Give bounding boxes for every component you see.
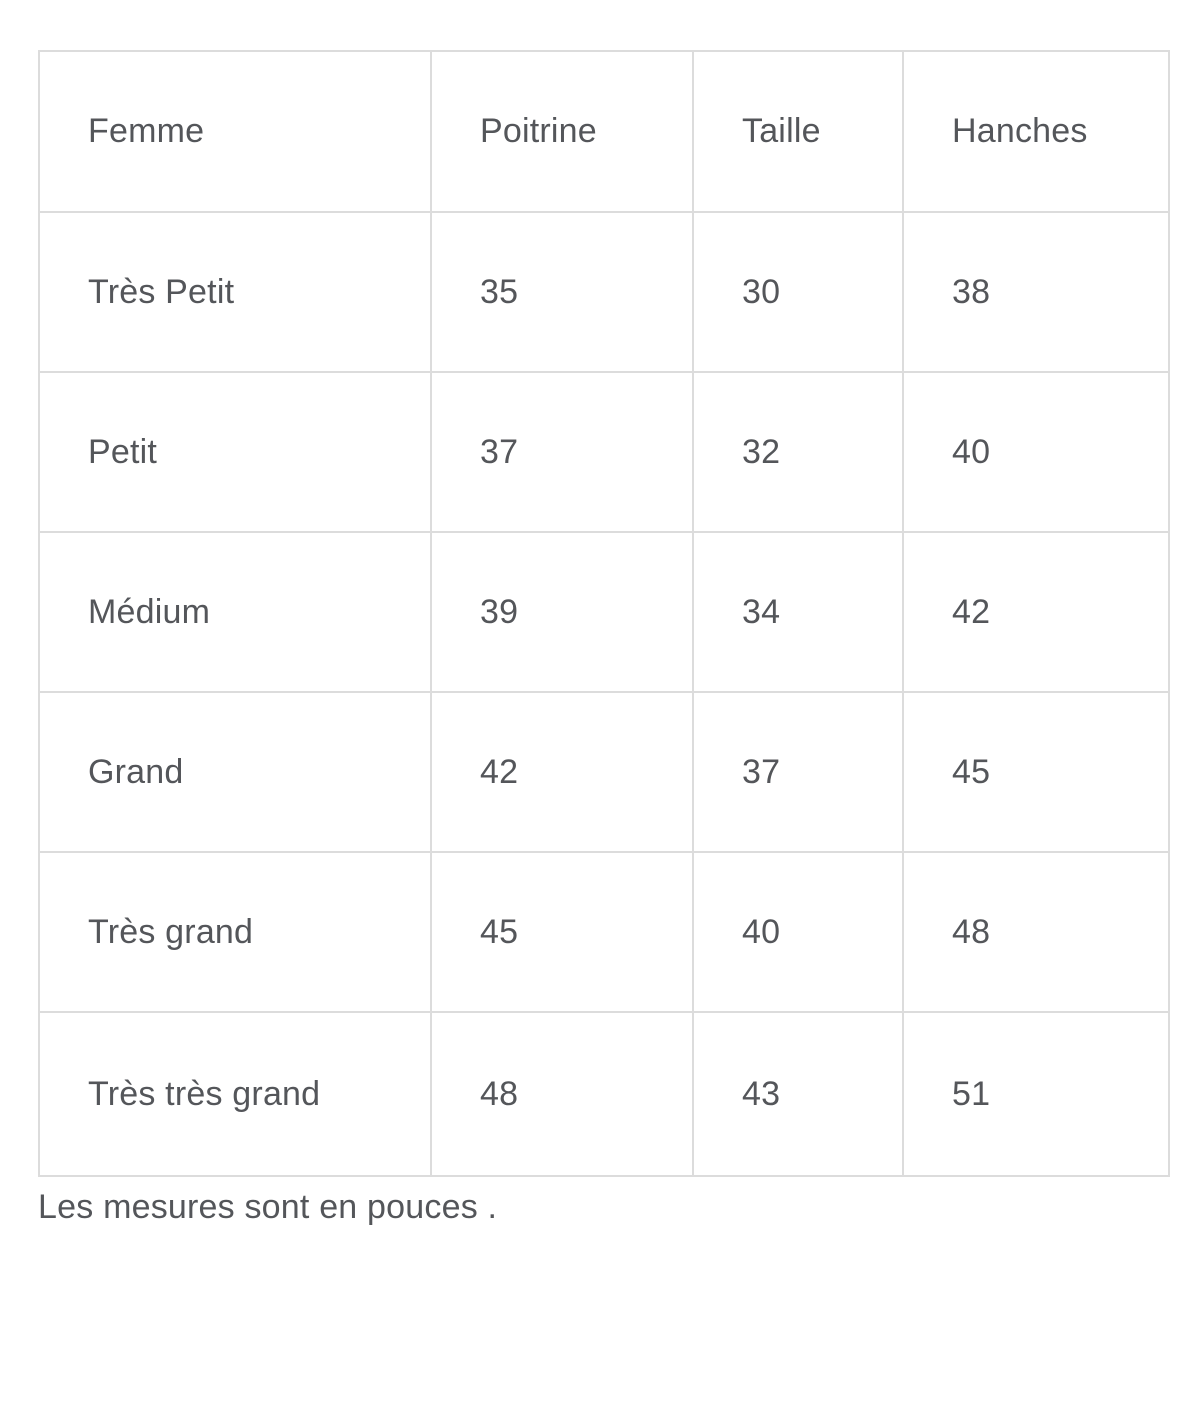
- cell-taille: 32: [692, 371, 904, 533]
- cell-poitrine: 45: [430, 851, 694, 1013]
- cell-poitrine: 37: [430, 371, 694, 533]
- size-chart-header: Femme Poitrine Taille Hanches: [38, 50, 1170, 213]
- cell-taille: 30: [692, 211, 904, 373]
- cell-taille: 34: [692, 531, 904, 693]
- cell-poitrine: 48: [430, 1011, 694, 1177]
- cell-hanches: 42: [902, 531, 1170, 693]
- header-cell-taille: Taille: [692, 50, 904, 213]
- cell-hanches: 38: [902, 211, 1170, 373]
- table-row: Médium 39 34 42: [38, 531, 1170, 693]
- cell-taille: 40: [692, 851, 904, 1013]
- header-cell-femme: Femme: [38, 50, 432, 213]
- table-row: Très très grand 48 43 51: [38, 1011, 1170, 1177]
- cell-size-label: Médium: [38, 531, 432, 693]
- cell-hanches: 45: [902, 691, 1170, 853]
- cell-size-label: Grand: [38, 691, 432, 853]
- cell-hanches: 48: [902, 851, 1170, 1013]
- table-row: Petit 37 32 40: [38, 371, 1170, 533]
- cell-size-label: Petit: [38, 371, 432, 533]
- size-chart-table: Femme Poitrine Taille Hanches Très Petit…: [38, 50, 1170, 1177]
- size-chart-body: Très Petit 35 30 38 Petit 37 32 40 Médiu…: [38, 211, 1170, 1177]
- table-row: Très grand 45 40 48: [38, 851, 1170, 1013]
- cell-size-label: Très Petit: [38, 211, 432, 373]
- header-cell-hanches: Hanches: [902, 50, 1170, 213]
- cell-size-label: Très très grand: [38, 1011, 432, 1177]
- cell-taille: 37: [692, 691, 904, 853]
- cell-hanches: 40: [902, 371, 1170, 533]
- header-row: Femme Poitrine Taille Hanches: [38, 50, 1170, 213]
- cell-size-label: Très grand: [38, 851, 432, 1013]
- cell-poitrine: 39: [430, 531, 694, 693]
- table-row: Grand 42 37 45: [38, 691, 1170, 853]
- cell-poitrine: 35: [430, 211, 694, 373]
- measurement-unit-note: Les mesures sont en pouces .: [38, 1188, 498, 1226]
- cell-taille: 43: [692, 1011, 904, 1177]
- cell-hanches: 51: [902, 1011, 1170, 1177]
- table-row: Très Petit 35 30 38: [38, 211, 1170, 373]
- header-cell-poitrine: Poitrine: [430, 50, 694, 213]
- cell-poitrine: 42: [430, 691, 694, 853]
